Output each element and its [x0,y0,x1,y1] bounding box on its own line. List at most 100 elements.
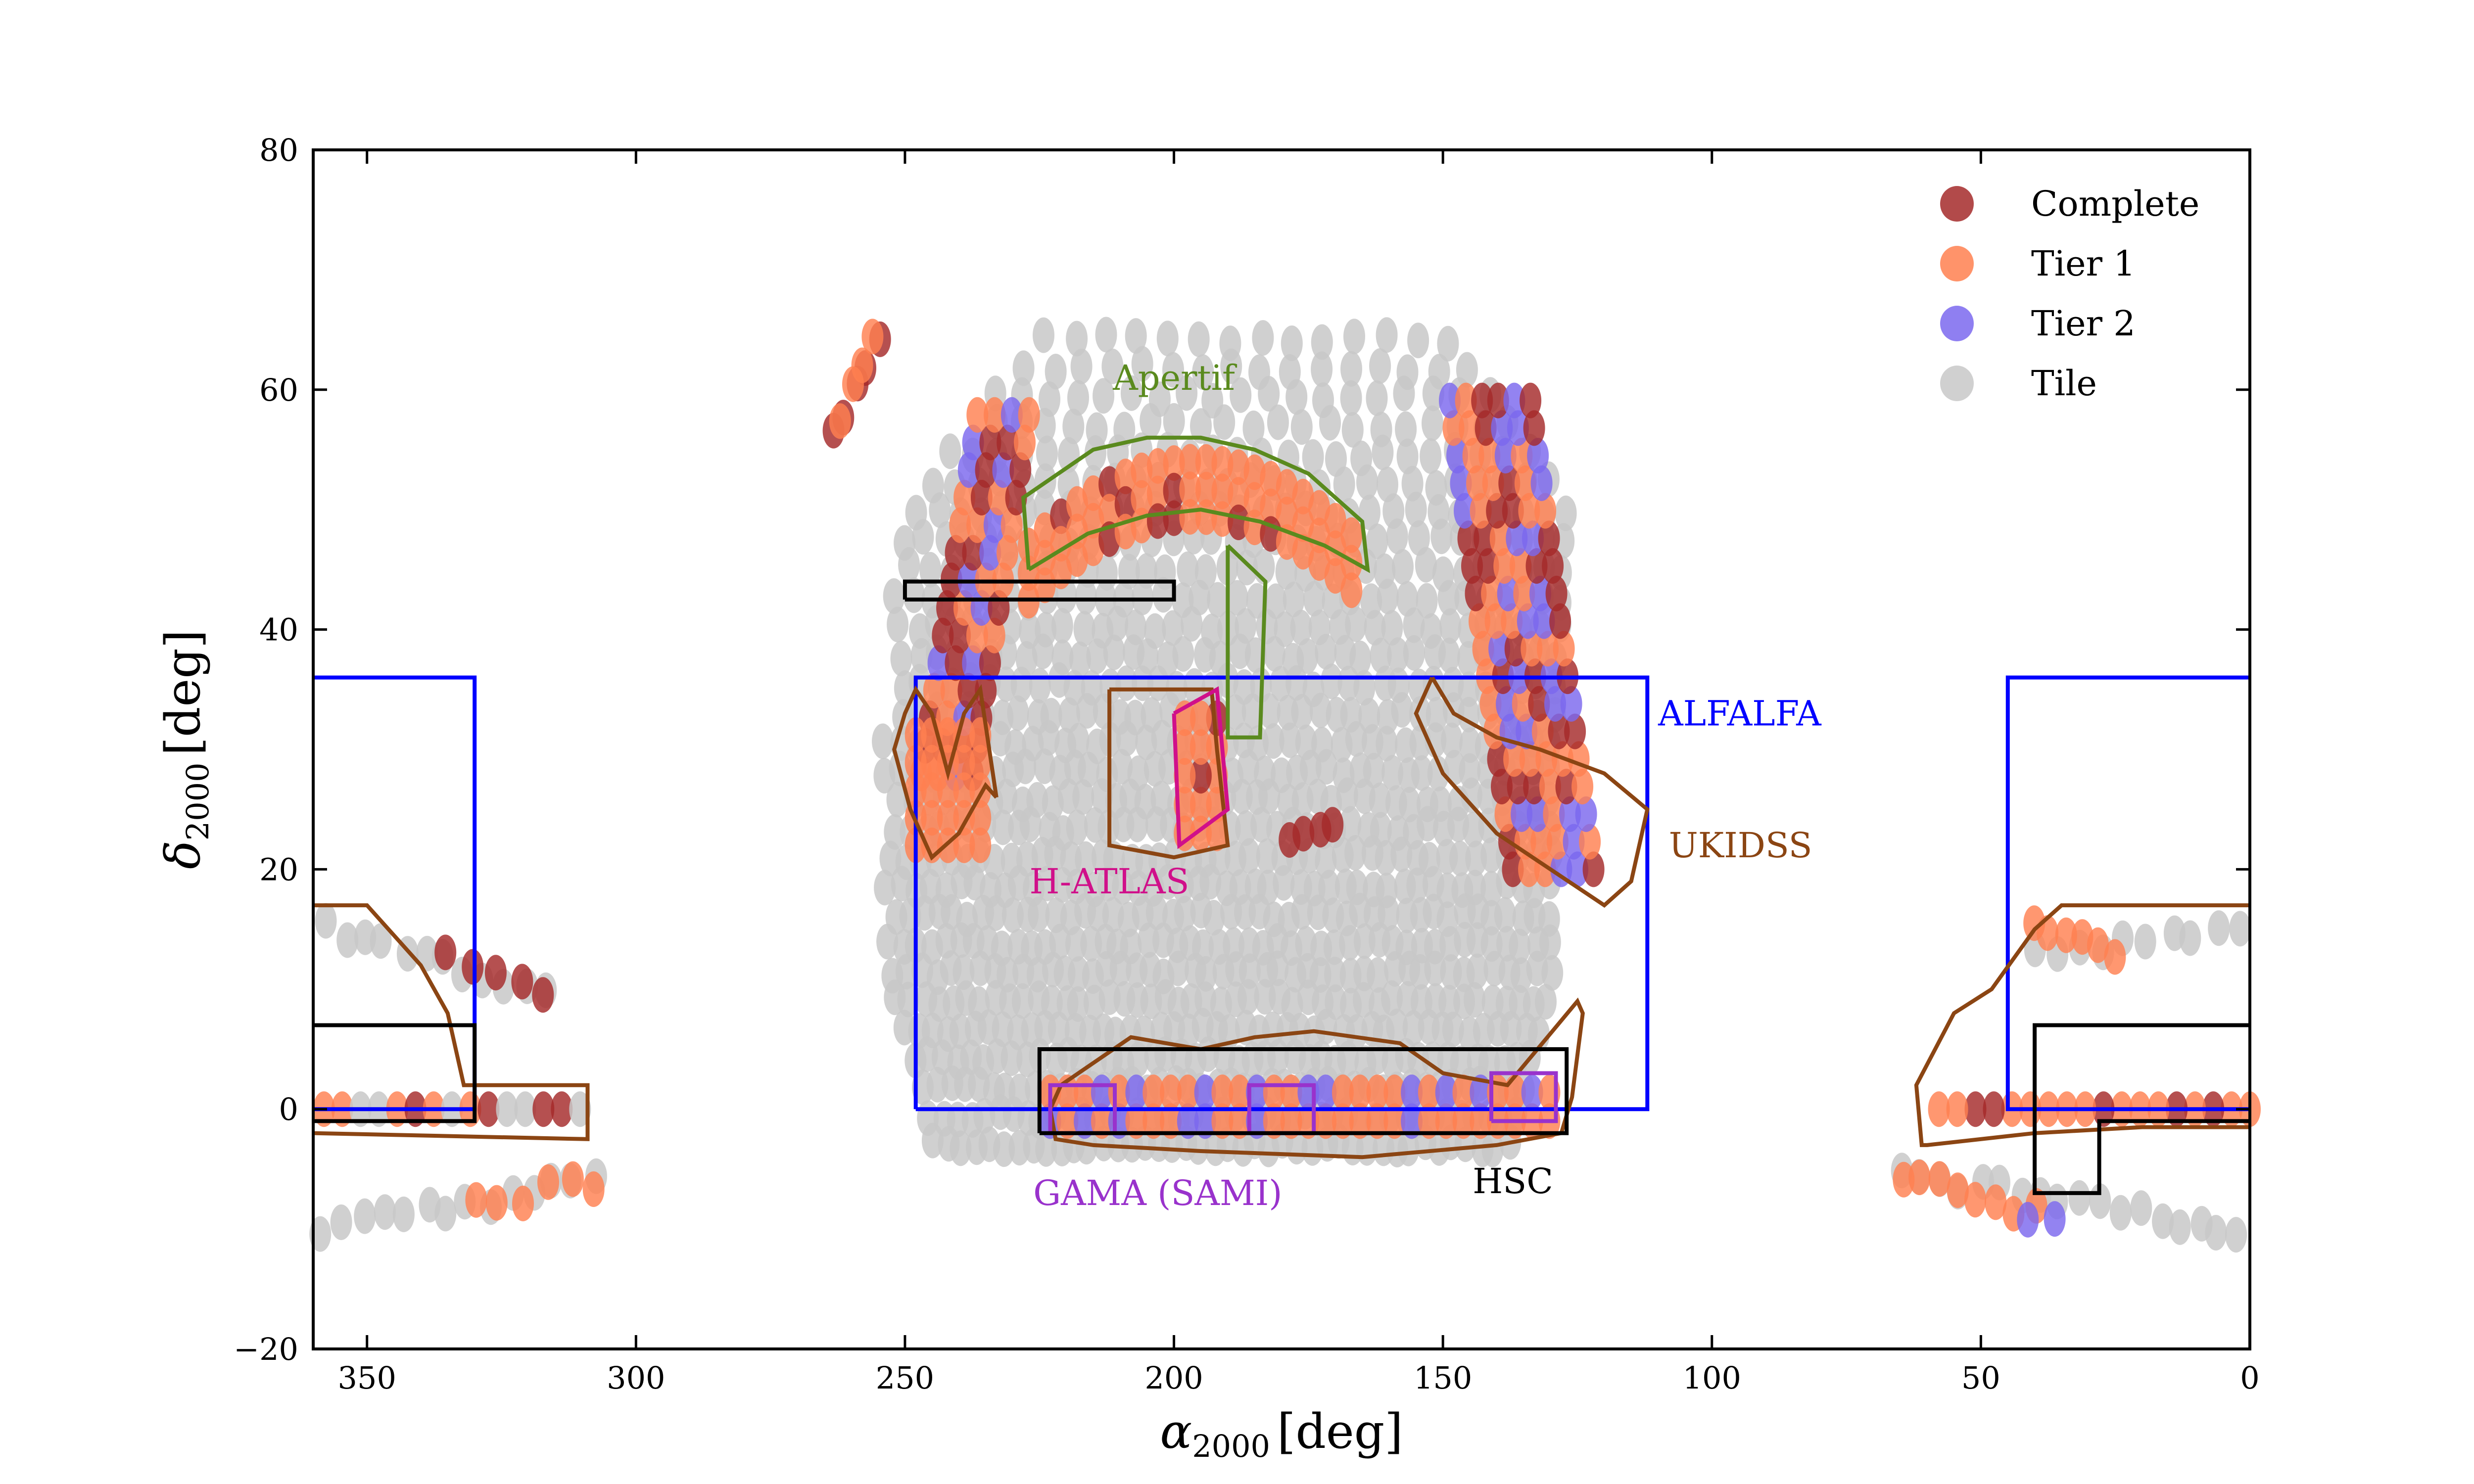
pointing-tile [1350,440,1373,476]
pointing-tier-1 [953,800,975,836]
pointing-tile [1527,926,1549,962]
pointing-tile [1363,872,1385,908]
pointing-complete [945,645,967,681]
pointing-tier-1 [937,717,959,753]
y-tick-label: 0 [279,1091,298,1127]
pointing-tier-2 [1530,465,1553,501]
pointing-tile [887,606,909,643]
legend-marker-tier-1 [1940,246,1974,281]
pointing-tier-2 [1450,465,1472,501]
pointing-tile [2109,1195,2132,1231]
pointing-tier-2 [1401,1074,1423,1111]
pointing-tier-1 [1531,713,1554,749]
pointing-tier-1 [1503,741,1525,777]
pointing-tile [1135,724,1157,760]
pointing-tier-1 [1211,1074,1234,1111]
pointing-tile [1396,354,1419,390]
pointing-tile [1084,807,1106,843]
pointing-complete [1502,851,1524,887]
ukidss-outline [1107,687,1230,860]
gama-sami-outline [1489,1071,1558,1123]
x-tick-label: 0 [2240,1360,2259,1396]
pointing-tile [569,1091,591,1127]
h-atlas-outline [1172,686,1230,849]
pointing-complete [970,480,993,515]
pointing-complete [1163,500,1185,536]
pointing-tier-1 [953,480,976,515]
pointing-tier-1 [1481,575,1503,611]
x-tick-label: 200 [1144,1360,1203,1396]
pointing-tile [1370,638,1392,673]
pointing-tier-1 [1459,410,1481,446]
pointing-tile [1472,1131,1494,1167]
pointing-tier-2 [1517,603,1539,639]
pointing-tile [1403,814,1425,850]
pointing-tile [1467,1043,1489,1079]
pointing-tier-2 [1496,686,1518,722]
pointing-tile [2163,915,2186,951]
pointing-tile [1311,351,1333,387]
pointing-tile [496,1091,518,1127]
pointing-tile [1290,869,1312,905]
pointing-tier-1 [953,744,975,781]
pointing-tile [1138,922,1160,958]
pointing-tier-2 [1194,1074,1216,1111]
pointing-tile [434,1196,457,1232]
pointing-tier-1 [1263,1103,1285,1139]
pointing-tier-1 [1340,517,1363,553]
pointing-tile [874,870,896,906]
pointing-tile [1091,839,1113,875]
pointing-tile [1083,984,1105,1020]
legend: Complete Tier 1 Tier 2 Tile [1940,184,2199,404]
pointing-tier-1 [1482,465,1504,501]
pointing-tile [1143,751,1166,787]
pointing-tier-2 [1567,851,1588,887]
pointing-tile [1051,608,1073,644]
y-tick-label: 40 [259,612,298,648]
pointing-tier-2 [1177,1103,1199,1139]
legend-marker-tier-2 [1940,306,1974,341]
pointing-tile [1441,722,1463,758]
pointing-complete [962,535,984,571]
pointing-tile [1366,523,1388,559]
pointing-tile [1295,724,1317,760]
pointing-tile [1387,637,1409,673]
pointing-complete [1542,548,1564,584]
pointing-tile [1035,611,1057,648]
pointing-tile [992,809,1014,845]
pointing-tile [1051,639,1074,675]
pointing-tier-1 [1174,758,1196,794]
pointing-tier-2 [1315,1074,1337,1111]
pointing-tile [992,699,1014,736]
x-tick-label: 300 [607,1360,665,1396]
pointing-tile [1311,324,1333,360]
pointing-tile [1274,611,1296,647]
pointing-tile [1370,412,1392,448]
pointing-complete [1474,520,1496,556]
pointing-tile [1045,354,1067,390]
pointing-tile [1267,404,1289,440]
pointing-tile [1192,354,1214,390]
pointing-complete [1465,575,1487,611]
pointing-tier-1 [949,507,971,543]
pointing-tile [1162,610,1184,646]
pointing-complete [1487,382,1509,418]
pointing-tile [1163,403,1185,439]
ukidss-outline [1048,997,1585,1159]
pointing-complete [1520,382,1542,418]
pointing-tier-1 [1229,1103,1251,1139]
pointing-tile [1364,610,1386,646]
pointing-tile [905,495,927,531]
pointing-tile [1120,375,1142,411]
pointing-tier-1 [1211,1103,1234,1139]
x-tick-label: 150 [1414,1360,1472,1396]
pointing-tier-2 [1559,796,1581,832]
pointing-tile [1172,582,1194,618]
pointing-tier-1 [997,535,1018,571]
pointing-tile [1279,354,1301,390]
pointing-tier-1 [465,1182,487,1218]
pointing-tile [1225,840,1246,877]
hsc-outline [903,579,1176,602]
pointing-tier-1 [1131,452,1153,488]
